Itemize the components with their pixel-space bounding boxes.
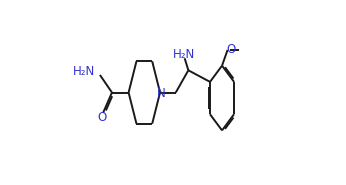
Text: N: N: [157, 88, 165, 100]
Text: O: O: [97, 111, 106, 124]
Text: H₂N: H₂N: [73, 65, 95, 78]
Text: O: O: [226, 43, 236, 56]
Text: H₂N: H₂N: [173, 48, 195, 61]
